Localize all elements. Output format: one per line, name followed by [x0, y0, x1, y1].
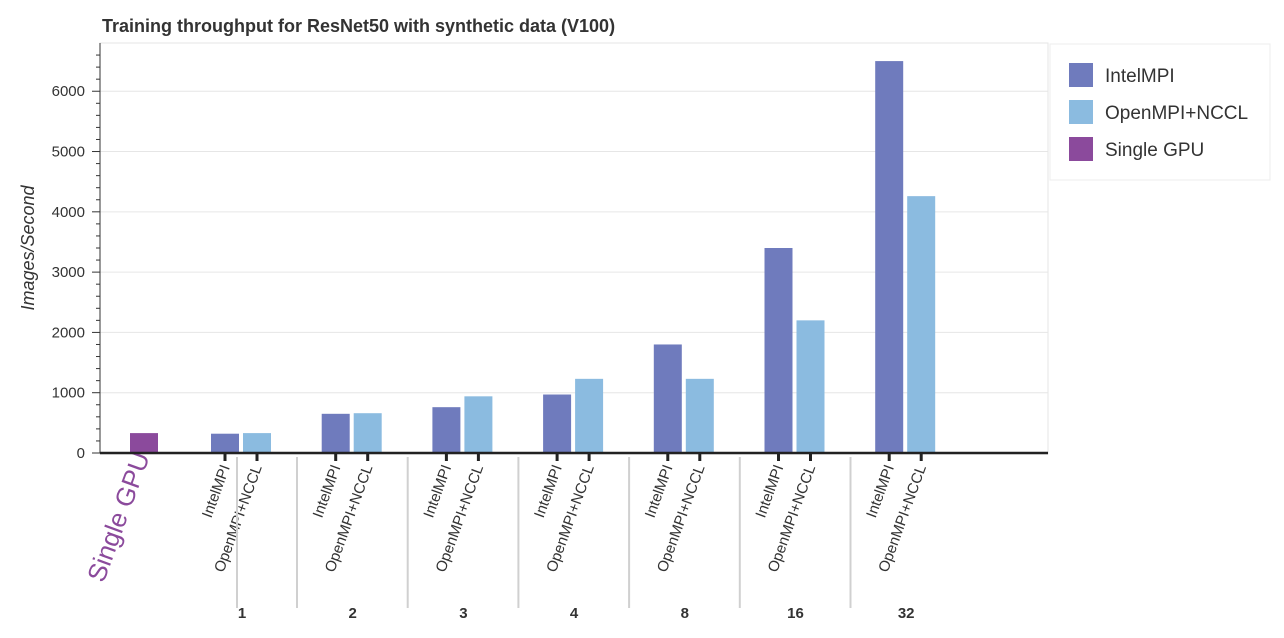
y-tick-label: 1000 [52, 385, 85, 402]
bar-openmpi-nccl-32 [907, 196, 936, 453]
bar-openmpi-nccl-1 [243, 433, 271, 453]
y-tick-label: 2000 [52, 324, 85, 341]
bar-intelmpi-8 [653, 344, 682, 453]
y-tick-label: 6000 [52, 83, 85, 100]
gridlines [100, 90, 1048, 394]
x-category-label: IntelMPI [531, 463, 566, 521]
y-axis-label: Images/Second [18, 184, 38, 310]
bar-intelmpi-2 [321, 413, 350, 453]
x-group-label: 8 [681, 605, 689, 622]
x-group-label: 16 [787, 605, 804, 622]
bar-openmpi-nccl-8 [685, 378, 714, 453]
x-group-label: 32 [898, 605, 915, 622]
y-tick-label: 0 [77, 445, 85, 462]
legend-swatch [1069, 137, 1093, 161]
single-gpu-label: Single GPU [81, 448, 156, 586]
y-tick-label: 4000 [52, 204, 85, 221]
x-category-label: IntelMPI [310, 463, 345, 521]
bar-openmpi-nccl-4 [575, 378, 604, 453]
x-category-label: IntelMPI [199, 463, 234, 521]
bars [130, 61, 936, 454]
x-group-label: 4 [570, 605, 579, 622]
bar-single-gpu [130, 433, 158, 453]
x-group-label: 1 [238, 605, 246, 622]
x-axis: Single GPU IntelMPIOpenMPI+NCCL1IntelMPIO… [81, 448, 1048, 622]
chart-title: Training throughput for ResNet50 with sy… [102, 16, 615, 36]
legend-label: OpenMPI+NCCL [1105, 103, 1248, 124]
bar-openmpi-nccl-16 [796, 320, 825, 453]
bar-openmpi-nccl-2 [353, 413, 382, 453]
bar-intelmpi-3 [432, 407, 461, 453]
legend-label: Single GPU [1105, 140, 1204, 161]
legend-swatch [1069, 100, 1093, 124]
x-category-label: IntelMPI [642, 463, 677, 521]
y-axis: 0 1000 2000 3000 4000 5000 6000 [52, 43, 101, 462]
bar-intelmpi-1 [211, 433, 239, 453]
x-category-label: IntelMPI [863, 463, 898, 521]
bar-intelmpi-32 [875, 61, 904, 454]
legend-swatch [1069, 63, 1093, 87]
bar-openmpi-nccl-3 [464, 396, 493, 453]
x-group-label: 3 [459, 605, 467, 622]
legend: IntelMPI OpenMPI+NCCL Single GPU [1049, 43, 1271, 181]
x-category-label: IntelMPI [752, 463, 787, 521]
y-tick-label: 5000 [52, 144, 85, 161]
legend-label: IntelMPI [1105, 66, 1175, 87]
bar-intelmpi-4 [543, 394, 572, 453]
x-group-label: 2 [349, 605, 357, 622]
bar-intelmpi-16 [764, 248, 793, 453]
y-tick-label: 3000 [52, 264, 85, 281]
x-category-label: IntelMPI [420, 463, 455, 521]
